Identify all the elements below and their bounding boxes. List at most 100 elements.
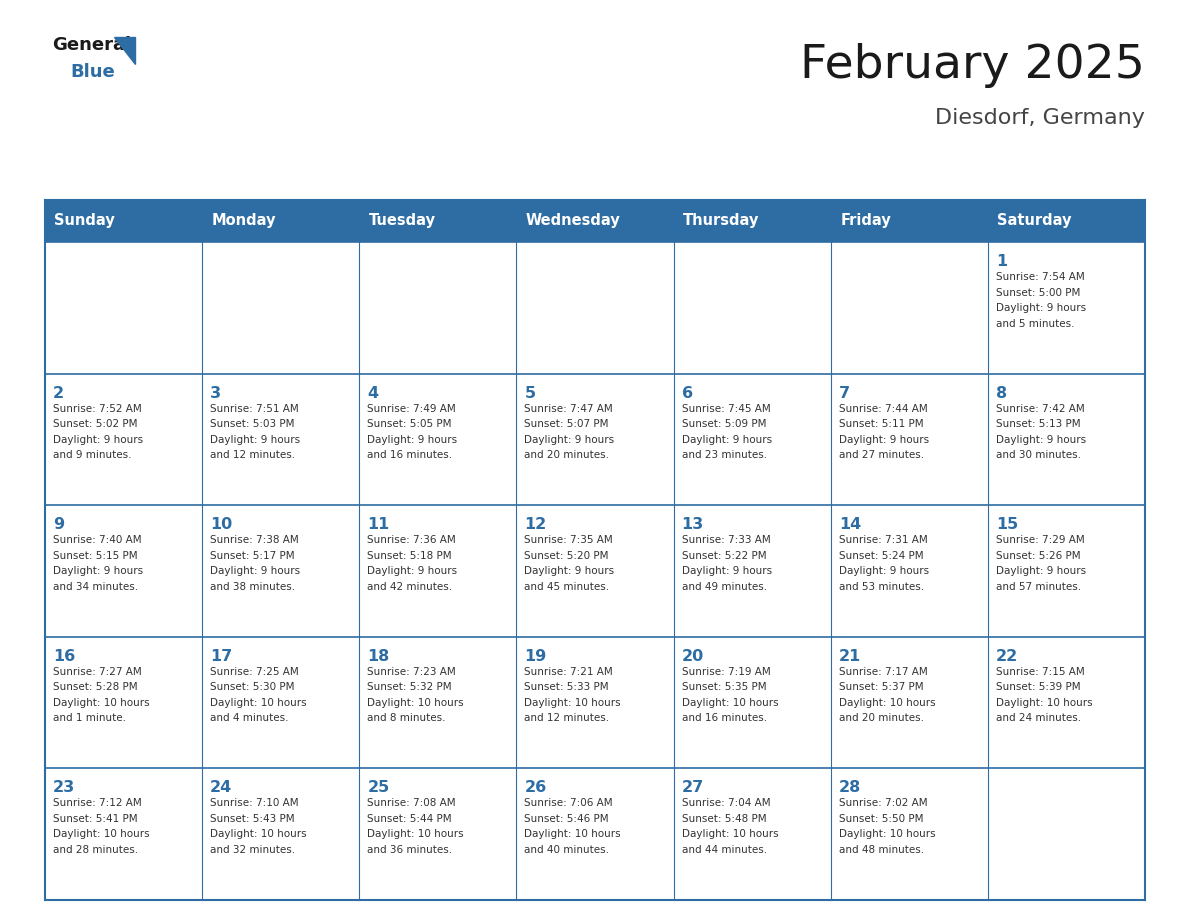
Bar [359, 505, 517, 637]
Text: and 16 minutes.: and 16 minutes. [682, 713, 766, 723]
Text: Sunset: 5:32 PM: Sunset: 5:32 PM [367, 682, 451, 692]
Text: Daylight: 9 hours: Daylight: 9 hours [682, 566, 772, 577]
Text: 3: 3 [210, 386, 221, 400]
Text: Daylight: 9 hours: Daylight: 9 hours [53, 434, 143, 444]
Text: Daylight: 9 hours: Daylight: 9 hours [996, 303, 1086, 313]
Text: 22: 22 [996, 649, 1018, 664]
Text: Sunset: 5:13 PM: Sunset: 5:13 PM [996, 420, 1080, 429]
Bar [202, 242, 359, 374]
Text: Sunrise: 7:42 AM: Sunrise: 7:42 AM [996, 404, 1085, 414]
Bar [202, 374, 359, 505]
Text: Sunset: 5:35 PM: Sunset: 5:35 PM [682, 682, 766, 692]
Text: 23: 23 [53, 780, 75, 795]
Text: 16: 16 [53, 649, 75, 664]
Bar [202, 637, 359, 768]
Text: 15: 15 [996, 517, 1018, 532]
Text: Daylight: 10 hours: Daylight: 10 hours [210, 829, 307, 839]
Text: Sunset: 5:22 PM: Sunset: 5:22 PM [682, 551, 766, 561]
Bar [359, 768, 517, 900]
Text: and 1 minute.: and 1 minute. [53, 713, 126, 723]
Text: Sunday: Sunday [55, 214, 115, 229]
Text: Tuesday: Tuesday [368, 214, 436, 229]
Text: and 12 minutes.: and 12 minutes. [524, 713, 609, 723]
Text: Sunset: 5:00 PM: Sunset: 5:00 PM [996, 287, 1080, 297]
Bar [45, 637, 202, 768]
Bar [830, 637, 988, 768]
Text: and 9 minutes.: and 9 minutes. [53, 450, 132, 460]
Text: Daylight: 9 hours: Daylight: 9 hours [367, 566, 457, 577]
Bar [674, 374, 830, 505]
Text: Sunrise: 7:35 AM: Sunrise: 7:35 AM [524, 535, 613, 545]
Text: and 30 minutes.: and 30 minutes. [996, 450, 1081, 460]
Text: Sunrise: 7:51 AM: Sunrise: 7:51 AM [210, 404, 299, 414]
Bar [45, 505, 202, 637]
Text: Thursday: Thursday [683, 214, 759, 229]
Text: and 27 minutes.: and 27 minutes. [839, 450, 924, 460]
Text: Sunset: 5:43 PM: Sunset: 5:43 PM [210, 814, 295, 823]
Text: Sunset: 5:41 PM: Sunset: 5:41 PM [53, 814, 138, 823]
Text: and 34 minutes.: and 34 minutes. [53, 582, 138, 592]
Bar [830, 768, 988, 900]
Bar [517, 505, 674, 637]
Text: and 38 minutes.: and 38 minutes. [210, 582, 296, 592]
Bar [674, 200, 830, 242]
Text: 27: 27 [682, 780, 703, 795]
Text: Sunset: 5:46 PM: Sunset: 5:46 PM [524, 814, 609, 823]
Text: and 42 minutes.: and 42 minutes. [367, 582, 453, 592]
Text: Sunrise: 7:08 AM: Sunrise: 7:08 AM [367, 799, 456, 809]
Text: 5: 5 [524, 386, 536, 400]
Text: 1: 1 [996, 254, 1007, 269]
Bar [830, 374, 988, 505]
Text: Daylight: 10 hours: Daylight: 10 hours [682, 698, 778, 708]
Bar [988, 242, 1145, 374]
Text: Diesdorf, Germany: Diesdorf, Germany [935, 108, 1145, 128]
Text: Saturday: Saturday [997, 214, 1072, 229]
Bar [359, 200, 517, 242]
Text: and 23 minutes.: and 23 minutes. [682, 450, 766, 460]
Text: Sunset: 5:24 PM: Sunset: 5:24 PM [839, 551, 923, 561]
Text: Daylight: 9 hours: Daylight: 9 hours [996, 566, 1086, 577]
Text: Daylight: 9 hours: Daylight: 9 hours [524, 566, 614, 577]
Text: 6: 6 [682, 386, 693, 400]
Text: Daylight: 10 hours: Daylight: 10 hours [524, 698, 621, 708]
Text: and 45 minutes.: and 45 minutes. [524, 582, 609, 592]
Text: Sunrise: 7:40 AM: Sunrise: 7:40 AM [53, 535, 141, 545]
Bar [517, 637, 674, 768]
Text: February 2025: February 2025 [801, 43, 1145, 88]
Text: Sunrise: 7:19 AM: Sunrise: 7:19 AM [682, 666, 770, 677]
Text: Sunset: 5:17 PM: Sunset: 5:17 PM [210, 551, 295, 561]
Text: Sunrise: 7:17 AM: Sunrise: 7:17 AM [839, 666, 928, 677]
Text: Daylight: 9 hours: Daylight: 9 hours [53, 566, 143, 577]
Bar [830, 200, 988, 242]
Bar [359, 637, 517, 768]
Text: Sunrise: 7:29 AM: Sunrise: 7:29 AM [996, 535, 1085, 545]
Text: 14: 14 [839, 517, 861, 532]
Text: and 44 minutes.: and 44 minutes. [682, 845, 766, 855]
Bar [45, 242, 202, 374]
Bar [830, 242, 988, 374]
Text: Daylight: 9 hours: Daylight: 9 hours [682, 434, 772, 444]
Text: Sunset: 5:03 PM: Sunset: 5:03 PM [210, 420, 295, 429]
Text: Sunrise: 7:12 AM: Sunrise: 7:12 AM [53, 799, 141, 809]
Text: Sunrise: 7:38 AM: Sunrise: 7:38 AM [210, 535, 299, 545]
Text: Sunset: 5:44 PM: Sunset: 5:44 PM [367, 814, 451, 823]
Bar [988, 768, 1145, 900]
Bar [202, 200, 359, 242]
Bar [988, 637, 1145, 768]
Text: Daylight: 10 hours: Daylight: 10 hours [53, 698, 150, 708]
Bar [45, 200, 202, 242]
Text: 21: 21 [839, 649, 861, 664]
Text: Sunset: 5:50 PM: Sunset: 5:50 PM [839, 814, 923, 823]
Text: Sunrise: 7:25 AM: Sunrise: 7:25 AM [210, 666, 299, 677]
Bar [988, 200, 1145, 242]
Text: Sunrise: 7:45 AM: Sunrise: 7:45 AM [682, 404, 770, 414]
Text: 10: 10 [210, 517, 233, 532]
Text: Sunset: 5:18 PM: Sunset: 5:18 PM [367, 551, 451, 561]
Text: Daylight: 10 hours: Daylight: 10 hours [682, 829, 778, 839]
Text: Daylight: 9 hours: Daylight: 9 hours [996, 434, 1086, 444]
Text: Sunset: 5:05 PM: Sunset: 5:05 PM [367, 420, 451, 429]
Bar [517, 242, 674, 374]
Text: Friday: Friday [840, 214, 891, 229]
Text: Daylight: 10 hours: Daylight: 10 hours [53, 829, 150, 839]
Text: Sunset: 5:37 PM: Sunset: 5:37 PM [839, 682, 923, 692]
